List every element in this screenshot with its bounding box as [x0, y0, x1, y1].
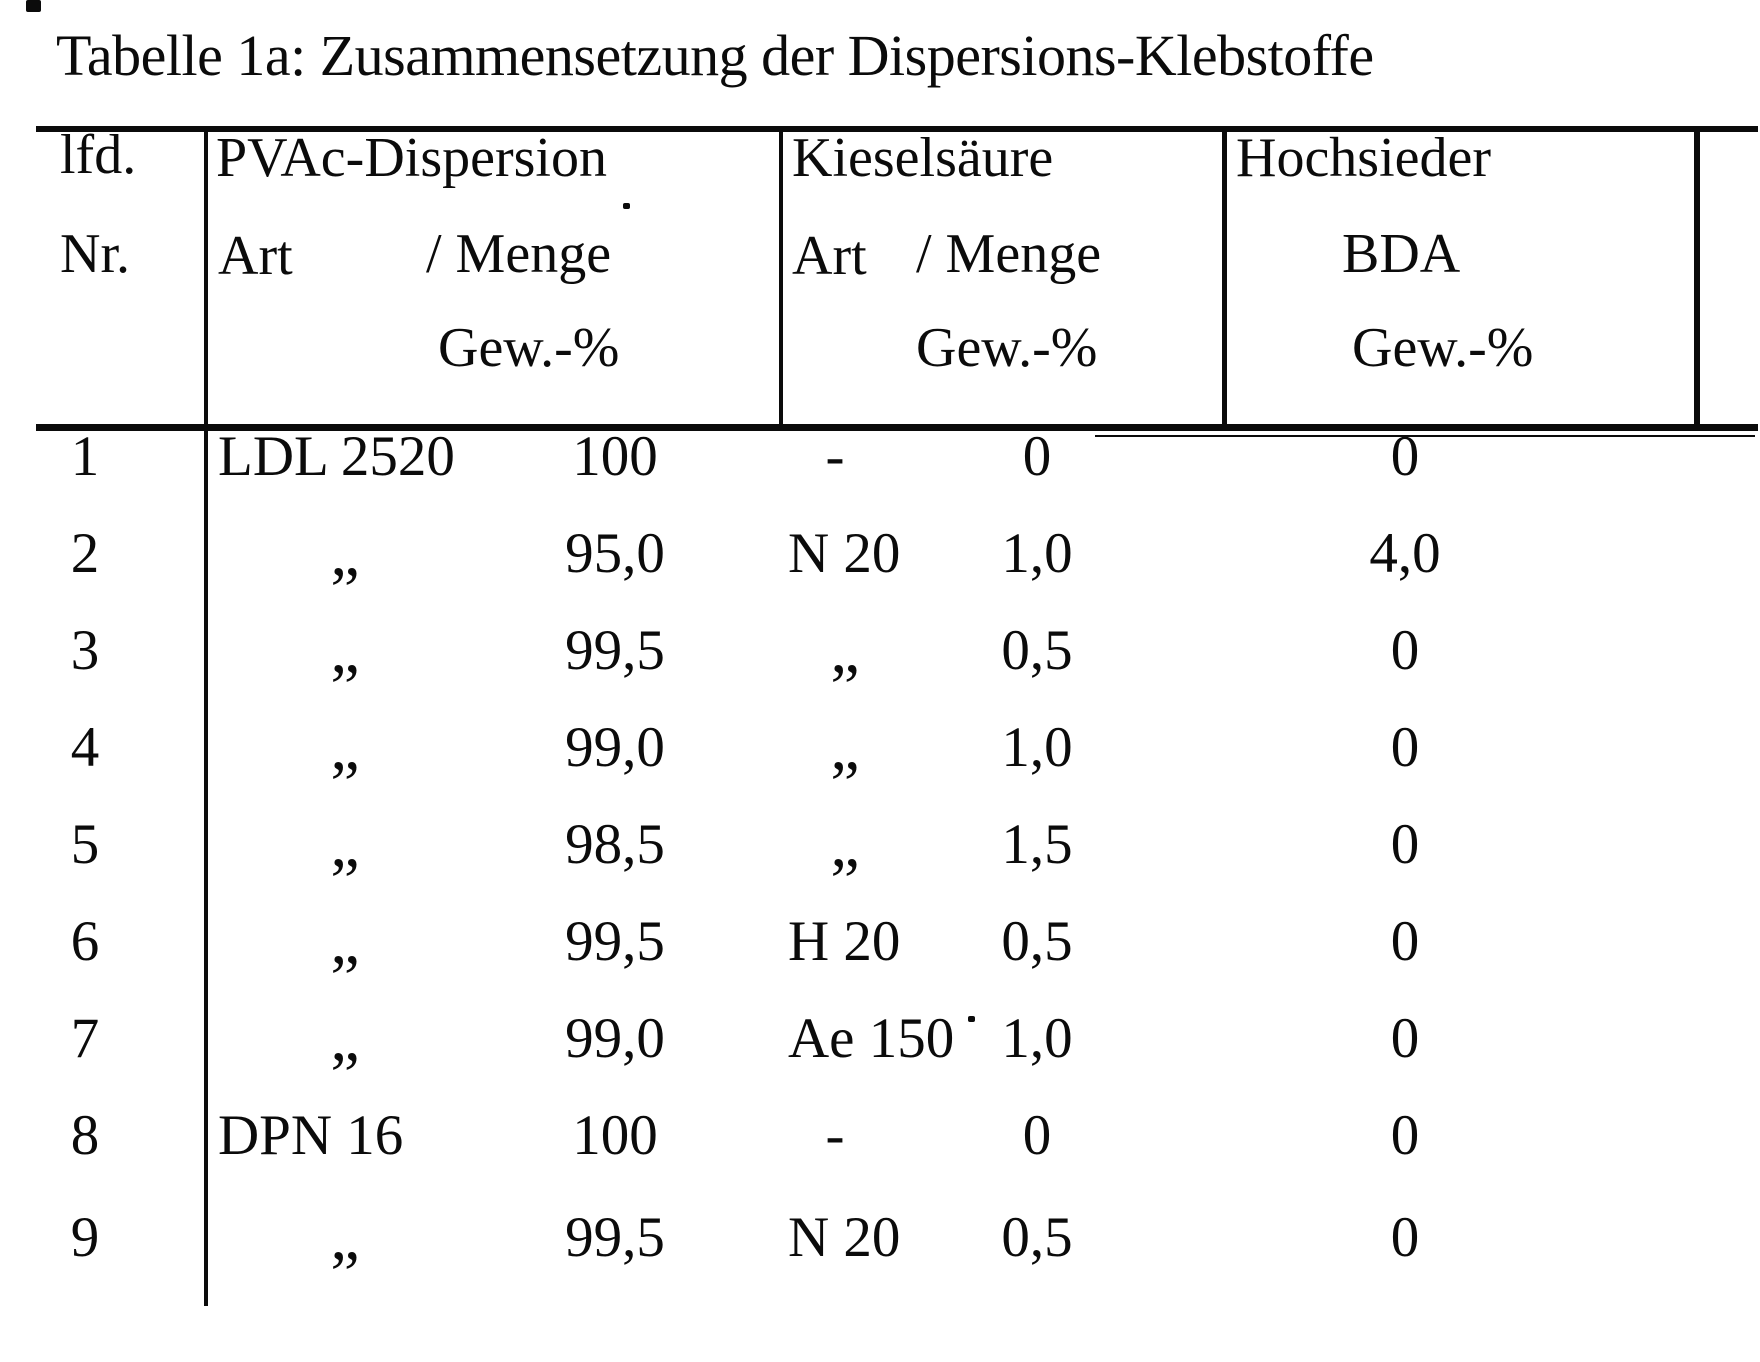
row-number: 9	[70, 1206, 100, 1269]
pvac-art-value: „	[330, 1002, 360, 1075]
header-pvac-menge: / Menge	[426, 223, 612, 285]
header-hochsieder-gew: Gew.-%	[1352, 317, 1534, 379]
header-kieselsaeure: Kieselsäure	[792, 127, 1054, 189]
header-pvac-gew: Gew.-%	[438, 317, 620, 379]
kiesel-art-value: -	[825, 1104, 845, 1167]
kiesel-menge-value: 1,5	[1001, 813, 1073, 876]
bda-value: 0	[1390, 1007, 1420, 1070]
kiesel-art-value: N 20	[788, 1206, 901, 1269]
scan-speck	[26, 0, 41, 12]
column-divider-2	[779, 126, 783, 431]
header-kiesel-art: Art	[792, 225, 867, 287]
table-row: 6 „ 99,5 H 20 0,5 0	[0, 905, 1760, 978]
kiesel-art-value: N 20	[788, 522, 901, 585]
bda-value: 0	[1390, 910, 1420, 973]
pvac-menge-value: 99,0	[565, 716, 665, 779]
kiesel-menge-value: 0	[1022, 425, 1052, 488]
table-right-border	[1694, 126, 1700, 431]
pvac-art-value: „	[330, 517, 360, 590]
table-row: 1 LDL 2520 100 - 0 0	[0, 425, 1760, 489]
pvac-art-value: „	[330, 1201, 360, 1274]
column-divider-3	[1222, 126, 1227, 431]
table-row: 7 „ 99,0 Ae 150 1,0 0	[0, 1002, 1760, 1075]
pvac-art-value: DPN 16	[218, 1104, 404, 1167]
table-row: 2 „ 95,0 N 20 1,0 4,0	[0, 517, 1760, 590]
bda-value: 0	[1390, 1206, 1420, 1269]
kiesel-art-value: Ae 150	[788, 1007, 955, 1070]
page-title: Tabelle 1a: Zusammensetzung der Dispersi…	[56, 23, 1374, 88]
table-row: 3 „ 99,5 „ 0,5 0	[0, 614, 1760, 687]
row-number: 7	[70, 1007, 100, 1070]
table-row: 5 „ 98,5 „ 1,5 0	[0, 808, 1760, 881]
pvac-art-value: „	[330, 614, 360, 687]
table-top-rule	[36, 126, 1758, 132]
header-pvac-art: Art	[218, 225, 293, 287]
pvac-menge-value: 100	[572, 1104, 658, 1167]
pvac-menge-value: 99,5	[565, 1206, 665, 1269]
pvac-menge-value: 99,5	[565, 910, 665, 973]
kiesel-art-value: H 20	[788, 910, 901, 973]
bda-value: 0	[1390, 425, 1420, 488]
pvac-menge-value: 99,5	[565, 619, 665, 682]
kiesel-menge-value: 1,0	[1001, 1007, 1073, 1070]
bda-value: 0	[1390, 813, 1420, 876]
scan-speck	[968, 1016, 975, 1022]
bda-value: 0	[1390, 1104, 1420, 1167]
pvac-art-value: „	[330, 711, 360, 784]
pvac-menge-value: 95,0	[565, 522, 665, 585]
kiesel-art-value: „	[830, 614, 860, 687]
pvac-art-value: „	[330, 905, 360, 978]
scan-speck	[623, 203, 630, 209]
kiesel-menge-value: 0,5	[1001, 1206, 1073, 1269]
row-number: 1	[70, 425, 100, 488]
table-row: 8 DPN 16 100 - 0 0	[0, 1104, 1760, 1168]
kiesel-art-value: „	[830, 711, 860, 784]
header-bda: BDA	[1342, 223, 1461, 285]
kiesel-menge-value: 0,5	[1001, 910, 1073, 973]
bda-value: 4,0	[1369, 522, 1441, 585]
table-row: 9 „ 99,5 N 20 0,5 0	[0, 1201, 1760, 1274]
column-divider-1	[204, 126, 208, 1306]
kiesel-menge-value: 1,0	[1001, 716, 1073, 779]
header-kiesel-gew: Gew.-%	[916, 317, 1098, 379]
row-number: 8	[70, 1104, 100, 1167]
row-number: 2	[70, 522, 100, 585]
table-header-rule-echo	[1095, 435, 1755, 437]
pvac-menge-value: 100	[572, 425, 658, 488]
kiesel-art-value: -	[825, 425, 845, 488]
table-header-rule	[36, 424, 1758, 431]
header-kiesel-menge: / Menge	[916, 223, 1102, 285]
kiesel-menge-value: 0,5	[1001, 619, 1073, 682]
row-number: 3	[70, 619, 100, 682]
header-hochsieder: Hochsieder	[1236, 127, 1492, 189]
row-number: 5	[70, 813, 100, 876]
row-number: 4	[70, 716, 100, 779]
kiesel-menge-value: 1,0	[1001, 522, 1073, 585]
bda-value: 0	[1390, 619, 1420, 682]
pvac-menge-value: 98,5	[565, 813, 665, 876]
header-nr: Nr.	[60, 223, 130, 285]
bda-value: 0	[1390, 716, 1420, 779]
kiesel-art-value: „	[830, 808, 860, 881]
pvac-menge-value: 99,0	[565, 1007, 665, 1070]
header-lfd: lfd.	[60, 124, 137, 186]
pvac-art-value: „	[330, 808, 360, 881]
kiesel-menge-value: 0	[1022, 1104, 1052, 1167]
header-pvac-dispersion: PVAc-Dispersion	[216, 127, 607, 189]
table-row: 4 „ 99,0 „ 1,0 0	[0, 711, 1760, 784]
row-number: 6	[70, 910, 100, 973]
pvac-art-value: LDL 2520	[218, 425, 455, 488]
